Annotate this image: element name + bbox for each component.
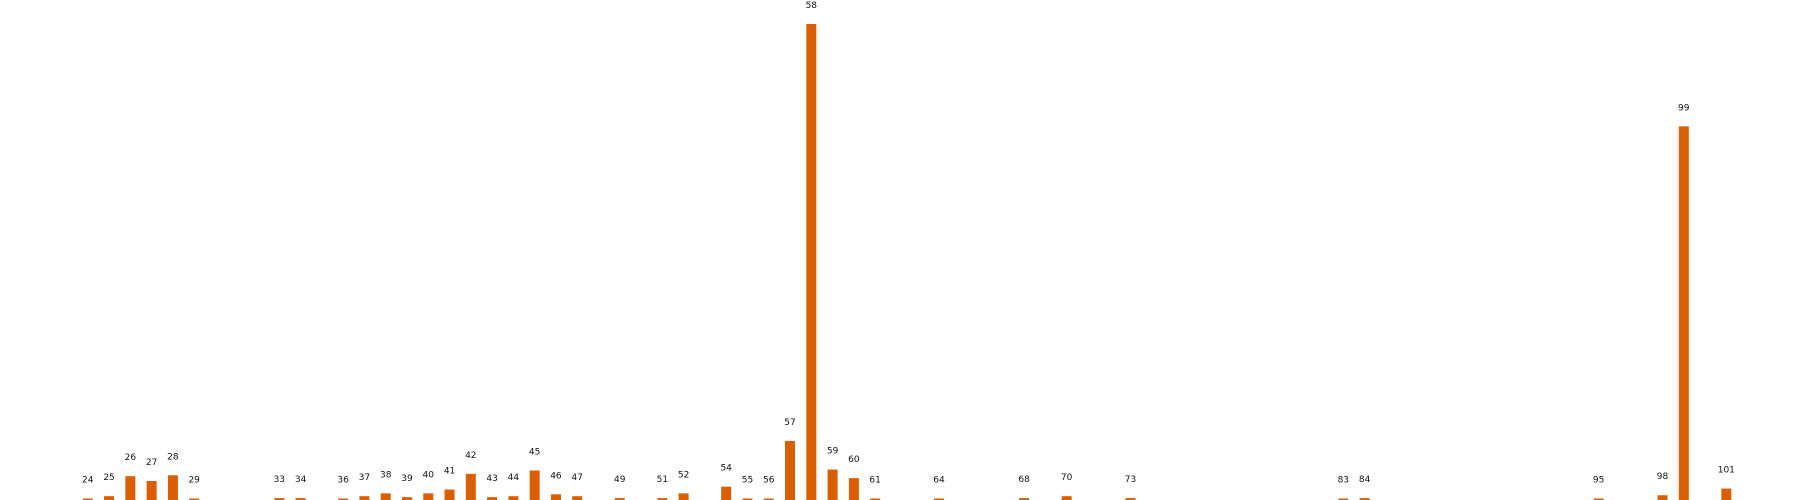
bar-60 [848, 478, 859, 500]
bar-64 [933, 498, 944, 500]
bar-34 [295, 498, 306, 500]
bar-61 [870, 498, 881, 500]
bar-label-33: 33 [274, 475, 285, 485]
bar-27 [146, 480, 157, 500]
bar-98 [1657, 495, 1668, 500]
bar-label-44: 44 [508, 473, 520, 483]
bar-26 [125, 476, 136, 500]
bar-43 [487, 497, 498, 500]
bar-label-57: 57 [784, 418, 795, 428]
bar-33 [274, 498, 285, 500]
bar-label-29: 29 [188, 476, 200, 486]
bar-label-46: 46 [550, 471, 562, 481]
bar-42 [465, 473, 476, 500]
bar-label-26: 26 [125, 453, 137, 463]
bar-label-64: 64 [933, 476, 945, 486]
bar-38 [380, 493, 391, 500]
bar-52 [678, 493, 689, 500]
bar-68 [1019, 498, 1030, 500]
bar-83 [1338, 498, 1349, 500]
bar-label-70: 70 [1061, 473, 1073, 483]
bar-label-52: 52 [678, 470, 689, 480]
bar-label-84: 84 [1359, 475, 1371, 485]
bar-label-60: 60 [848, 455, 860, 465]
bar-label-68: 68 [1018, 475, 1030, 485]
bar-25 [104, 496, 115, 500]
bar-39 [401, 497, 412, 500]
bar-label-99: 99 [1678, 103, 1690, 113]
data-labels: 24 25 26 27 28 29 33 34 36 37 38 39 40 41 42 43 44 45 46 47… [82, 1, 1735, 486]
bar-36 [338, 498, 349, 500]
bar-57 [785, 440, 796, 500]
bar-59 [827, 469, 838, 500]
bar-label-73: 73 [1125, 475, 1136, 485]
bar-73 [1125, 498, 1136, 500]
bar-label-39: 39 [401, 474, 413, 484]
bar-label-56: 56 [763, 476, 775, 486]
bar-label-51: 51 [657, 475, 668, 485]
bar-label-40: 40 [423, 470, 435, 480]
bar-label-25: 25 [103, 473, 114, 483]
bar-label-101: 101 [1718, 466, 1735, 476]
bar-40 [423, 493, 434, 500]
bar-label-34: 34 [295, 475, 307, 485]
bar-58 [806, 24, 817, 500]
bar-95 [1593, 498, 1604, 500]
bar-56 [763, 498, 774, 500]
bar-99 [1678, 126, 1689, 500]
bar-45 [529, 470, 540, 500]
bar-label-54: 54 [720, 464, 732, 474]
bar-label-37: 37 [359, 473, 370, 483]
bar-series [82, 24, 1732, 500]
bar-41 [444, 489, 455, 500]
bar-label-98: 98 [1657, 472, 1669, 482]
bar-49 [614, 498, 625, 500]
bar-label-55: 55 [742, 476, 753, 486]
bar-24 [82, 498, 93, 500]
bar-label-83: 83 [1338, 476, 1349, 486]
bar-55 [742, 498, 753, 500]
bar-label-42: 42 [465, 451, 476, 461]
bar-84 [1359, 498, 1370, 500]
bar-label-36: 36 [337, 476, 349, 486]
bar-label-43: 43 [486, 474, 497, 484]
bar-51 [657, 498, 668, 500]
bar-label-58: 58 [806, 1, 818, 11]
bar-46 [550, 494, 561, 500]
bar-label-28: 28 [167, 452, 179, 462]
bar-label-49: 49 [614, 475, 626, 485]
bar-label-38: 38 [380, 470, 392, 480]
bar-44 [508, 496, 519, 500]
bar-47 [572, 496, 583, 500]
bar-54 [721, 486, 732, 500]
bar-label-24: 24 [82, 476, 94, 486]
bar-label-47: 47 [571, 473, 582, 483]
bar-label-95: 95 [1593, 476, 1604, 486]
bar-label-59: 59 [827, 447, 839, 457]
bar-37 [359, 496, 370, 500]
bar-29 [189, 498, 200, 500]
bar-label-45: 45 [529, 447, 540, 457]
bar-70 [1061, 496, 1072, 500]
bar-101 [1721, 488, 1732, 500]
bar-28 [167, 475, 178, 500]
bar-label-27: 27 [146, 458, 157, 468]
bar-label-61: 61 [869, 476, 880, 486]
bar-label-41: 41 [444, 467, 455, 477]
